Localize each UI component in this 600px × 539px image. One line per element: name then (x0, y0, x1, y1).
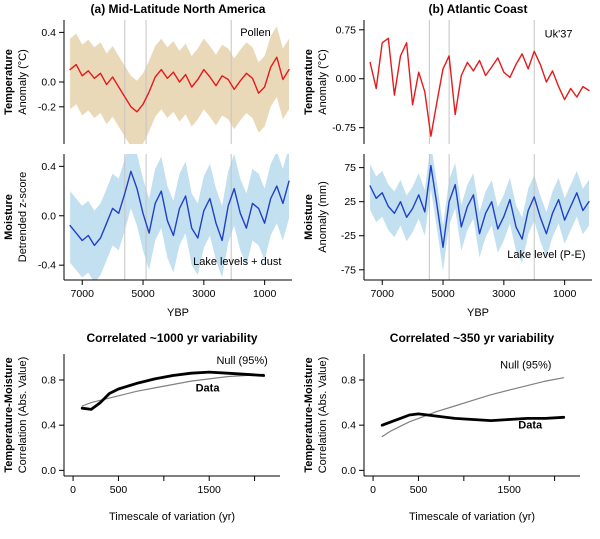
svg-text:Timescale of variation (yr): Timescale of variation (yr) (409, 511, 535, 523)
svg-text:Detrended z-score: Detrended z-score (17, 172, 29, 263)
svg-text:Temperature-Moisture: Temperature-Moisture (3, 357, 15, 472)
panel-a-moisture-chart: 0.4 0.0 -0.4 7000 5000 3000 1000 YBP Moisture Det… (3, 154, 292, 319)
svg-text:25: 25 (344, 196, 356, 208)
panel-d-correlation-chart: Correlated ~350 yr variability 0.0 0.4 0.8 0… (303, 331, 580, 523)
svg-text:5000: 5000 (131, 288, 155, 300)
svg-text:(a) Mid-Latitude North America: (a) Mid-Latitude North America (91, 2, 266, 16)
svg-text:1000: 1000 (553, 288, 577, 300)
svg-text:1000: 1000 (253, 288, 277, 300)
svg-text:3000: 3000 (492, 288, 516, 300)
svg-text:0.8: 0.8 (341, 374, 356, 386)
svg-text:0.4: 0.4 (41, 27, 56, 39)
panel-a-temperature: (a) Mid-Latitude North America 0.4 0.0 -0.2… (0, 0, 300, 148)
svg-text:Data: Data (196, 382, 221, 394)
svg-text:Lake level (P-E): Lake level (P-E) (507, 249, 585, 261)
panel-c-correlation-chart: Correlated ~1000 yr variability 0.0 0.4 0.8… (3, 331, 280, 523)
svg-text:0.0: 0.0 (41, 465, 56, 477)
svg-text:500: 500 (410, 484, 428, 496)
svg-text:7000: 7000 (71, 288, 95, 300)
svg-text:Timescale of variation (yr): Timescale of variation (yr) (109, 511, 235, 523)
svg-text:-25: -25 (341, 230, 356, 242)
svg-text:Pollen: Pollen (240, 27, 271, 39)
svg-text:Anomaly (°C): Anomaly (°C) (317, 49, 329, 115)
panel-b-moisture-chart: 75 25 -25 -75 7000 5000 3000 1000 YBP Moisture Ano… (303, 154, 592, 319)
svg-text:Data: Data (518, 420, 543, 432)
svg-text:Moisture: Moisture (303, 194, 315, 240)
svg-text:Uk'37: Uk'37 (545, 29, 573, 41)
panel-b-temperature: (b) Atlantic Coast 0.75 0.00 -0.75 Temperatu… (300, 0, 600, 148)
svg-text:0.75: 0.75 (336, 24, 357, 36)
panel-c-correlation: Correlated ~1000 yr variability 0.0 0.4 0.8… (0, 326, 300, 539)
svg-text:0: 0 (70, 484, 76, 496)
panel-b-temperature-chart: (b) Atlantic Coast 0.75 0.00 -0.75 Temperatu… (303, 2, 590, 144)
svg-text:Moisture: Moisture (3, 194, 15, 240)
svg-text:1500: 1500 (498, 484, 522, 496)
svg-text:Temperature-Moisture: Temperature-Moisture (303, 357, 315, 472)
svg-text:-75: -75 (341, 264, 356, 276)
svg-text:Null (95%): Null (95%) (500, 360, 551, 372)
svg-text:Anomaly (°C): Anomaly (°C) (17, 49, 29, 115)
svg-text:Lake levels + dust: Lake levels + dust (193, 256, 281, 268)
panel-d-correlation: Correlated ~350 yr variability 0.0 0.4 0.8 0… (300, 326, 600, 539)
svg-text:(b) Atlantic Coast: (b) Atlantic Coast (429, 2, 528, 16)
svg-text:-0.4: -0.4 (38, 260, 56, 272)
svg-text:0.4: 0.4 (41, 420, 56, 432)
svg-text:-0.2: -0.2 (38, 101, 56, 113)
svg-text:0.4: 0.4 (341, 420, 356, 432)
svg-text:-0.75: -0.75 (332, 122, 356, 134)
svg-text:5000: 5000 (431, 288, 455, 300)
svg-text:Correlated ~350 yr variability: Correlated ~350 yr variability (390, 331, 555, 345)
svg-text:Anomaly (mm): Anomaly (mm) (317, 181, 329, 253)
svg-text:3000: 3000 (192, 288, 216, 300)
svg-text:0.0: 0.0 (41, 210, 56, 222)
svg-text:0.8: 0.8 (41, 374, 56, 386)
svg-text:Correlation (Abs. Value): Correlation (Abs. Value) (17, 357, 29, 474)
svg-text:YBP: YBP (167, 307, 189, 319)
svg-text:Temperature: Temperature (303, 49, 315, 115)
svg-text:Temperature: Temperature (3, 49, 15, 115)
svg-text:1500: 1500 (198, 484, 222, 496)
svg-text:Correlation (Abs. Value): Correlation (Abs. Value) (317, 357, 329, 474)
svg-text:75: 75 (344, 162, 356, 174)
svg-text:0.0: 0.0 (41, 77, 56, 89)
svg-text:Null (95%): Null (95%) (216, 355, 267, 367)
svg-text:0.4: 0.4 (41, 161, 56, 173)
panel-b-moisture: 75 25 -25 -75 7000 5000 3000 1000 YBP Moisture Ano… (300, 148, 600, 326)
panel-a-moisture: 0.4 0.0 -0.4 7000 5000 3000 1000 YBP Moisture Det… (0, 148, 300, 326)
svg-text:500: 500 (110, 484, 128, 496)
panel-a-temperature-chart: (a) Mid-Latitude North America 0.4 0.0 -0.2… (3, 2, 290, 144)
svg-text:0.0: 0.0 (341, 465, 356, 477)
svg-text:7000: 7000 (371, 288, 395, 300)
svg-text:0.00: 0.00 (336, 73, 357, 85)
svg-text:Correlated ~1000 yr variabilit: Correlated ~1000 yr variability (86, 331, 257, 345)
svg-text:0: 0 (370, 484, 376, 496)
svg-text:YBP: YBP (467, 307, 489, 319)
